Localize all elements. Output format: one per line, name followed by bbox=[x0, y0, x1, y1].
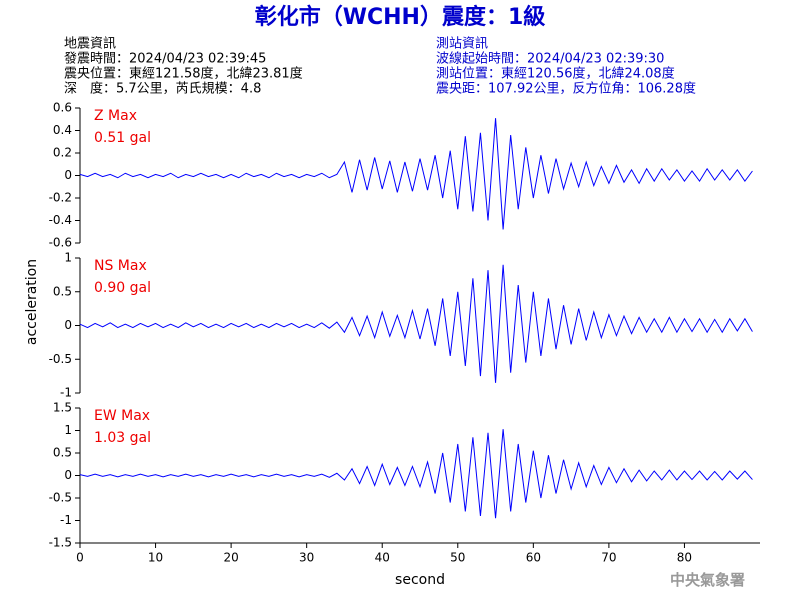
waveform bbox=[79, 429, 753, 519]
x-tick-label: 60 bbox=[526, 551, 541, 565]
info-line: 震央位置：東經121.58度，北緯23.81度 bbox=[64, 66, 303, 82]
info-line: 波線起始時間：2024/04/23 02:39:30 bbox=[436, 51, 664, 67]
x-tick-label: 20 bbox=[223, 551, 238, 565]
x-tick-label: 40 bbox=[375, 551, 390, 565]
y-tick-label: 1 bbox=[64, 423, 72, 437]
x-tick-label: 50 bbox=[450, 551, 465, 565]
y-tick-label: 0 bbox=[64, 318, 72, 332]
waveform bbox=[79, 264, 753, 383]
y-tick-label: -0.5 bbox=[49, 491, 72, 505]
info-line: 發震時間：2024/04/23 02:39:45 bbox=[64, 52, 266, 67]
page-title: 彰化市（WCHH）震度：1級 bbox=[255, 4, 546, 30]
info-line: 深 度：5.7公里，芮氏規模：4.8 bbox=[64, 81, 261, 97]
y-tick-label: 0.4 bbox=[53, 123, 72, 137]
info-line: 震央距：107.92公里，反方位角：106.28度 bbox=[436, 81, 696, 97]
y-tick-label: 0.5 bbox=[53, 446, 72, 460]
y-tick-label: 0 bbox=[64, 468, 72, 482]
y-tick-label: -1 bbox=[60, 513, 72, 527]
x-tick-label: 70 bbox=[601, 551, 616, 565]
info-line: 地震資訊 bbox=[64, 37, 116, 52]
max-annotation: Z Max bbox=[94, 108, 137, 124]
footer-mark: 中央氣象署 bbox=[670, 571, 745, 589]
y-tick-label: -0.2 bbox=[49, 191, 72, 205]
x-tick-label: 0 bbox=[76, 551, 84, 565]
y-tick-label: 0 bbox=[64, 168, 72, 182]
y-tick-label: -1 bbox=[60, 386, 72, 400]
y-axis-label: acceleration bbox=[24, 259, 40, 345]
x-tick-label: 10 bbox=[148, 551, 163, 565]
max-annotation: 0.51 gal bbox=[94, 130, 151, 146]
waveform bbox=[79, 118, 753, 230]
x-axis-label: second bbox=[395, 572, 445, 588]
max-annotation: 0.90 gal bbox=[94, 280, 151, 296]
x-tick-label: 80 bbox=[677, 551, 692, 565]
y-tick-label: -0.6 bbox=[49, 236, 72, 250]
x-tick-label: 30 bbox=[299, 551, 314, 565]
y-tick-label: -1.5 bbox=[49, 536, 72, 550]
info-line: 測站位置：東經120.56度，北緯24.08度 bbox=[436, 66, 675, 82]
info-line: 測站資訊 bbox=[436, 37, 488, 52]
max-annotation: EW Max bbox=[94, 408, 150, 424]
y-tick-label: 0.2 bbox=[53, 146, 72, 160]
y-tick-label: 1 bbox=[64, 251, 72, 265]
y-tick-label: 0.6 bbox=[53, 101, 72, 115]
y-tick-label: -0.5 bbox=[49, 352, 72, 366]
y-tick-label: 0.5 bbox=[53, 284, 72, 298]
y-tick-label: 1.5 bbox=[53, 401, 72, 415]
max-annotation: 1.03 gal bbox=[94, 430, 151, 446]
max-annotation: NS Max bbox=[94, 258, 147, 274]
y-tick-label: -0.4 bbox=[49, 213, 72, 227]
